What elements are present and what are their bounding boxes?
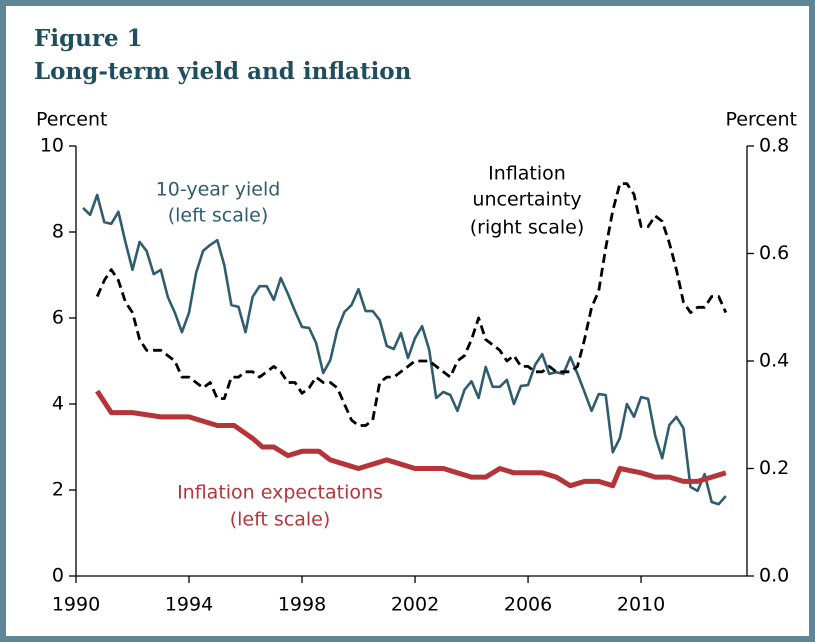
annotation: (left scale) — [230, 509, 331, 531]
y-tick-label: 8 — [52, 221, 64, 243]
y-tick-label: 10 — [40, 135, 64, 157]
x-tick-label: 2002 — [391, 594, 439, 616]
annotation: (left scale) — [168, 205, 269, 227]
x-tick-label: 2010 — [617, 594, 665, 616]
y-tick-label: 2 — [52, 479, 64, 501]
annotation: (right scale) — [470, 217, 584, 239]
y-tick-label: 4 — [52, 393, 64, 415]
x-tick-label: 1990 — [52, 594, 100, 616]
y-axis-label: Percent — [36, 109, 108, 131]
series-line — [95, 389, 727, 489]
x-tick-label: 2006 — [504, 594, 552, 616]
series-line — [82, 193, 727, 506]
y2-tick-label: 0.6 — [759, 242, 789, 264]
x-tick-label: 1998 — [278, 594, 326, 616]
y2-axis-label: Percent — [726, 109, 798, 131]
y2-tick-label: 0.4 — [759, 350, 789, 372]
chart-title: Figure 1 — [34, 25, 143, 52]
y2-tick-label: 0.8 — [759, 135, 789, 157]
series-line — [95, 182, 728, 427]
y2-tick-label: 0.2 — [759, 457, 789, 479]
chart-subtitle: Long-term yield and inflation — [34, 58, 412, 85]
annotation: 10-year yield — [156, 179, 281, 201]
y-tick-label: 0 — [52, 565, 64, 587]
annotation: uncertainty — [472, 189, 581, 211]
x-tick-label: 1994 — [165, 594, 213, 616]
y2-tick-label: 0.0 — [759, 565, 789, 587]
annotation: Inflation expectations — [177, 482, 383, 504]
annotation: Inflation — [488, 163, 566, 185]
y-tick-label: 6 — [52, 307, 64, 329]
